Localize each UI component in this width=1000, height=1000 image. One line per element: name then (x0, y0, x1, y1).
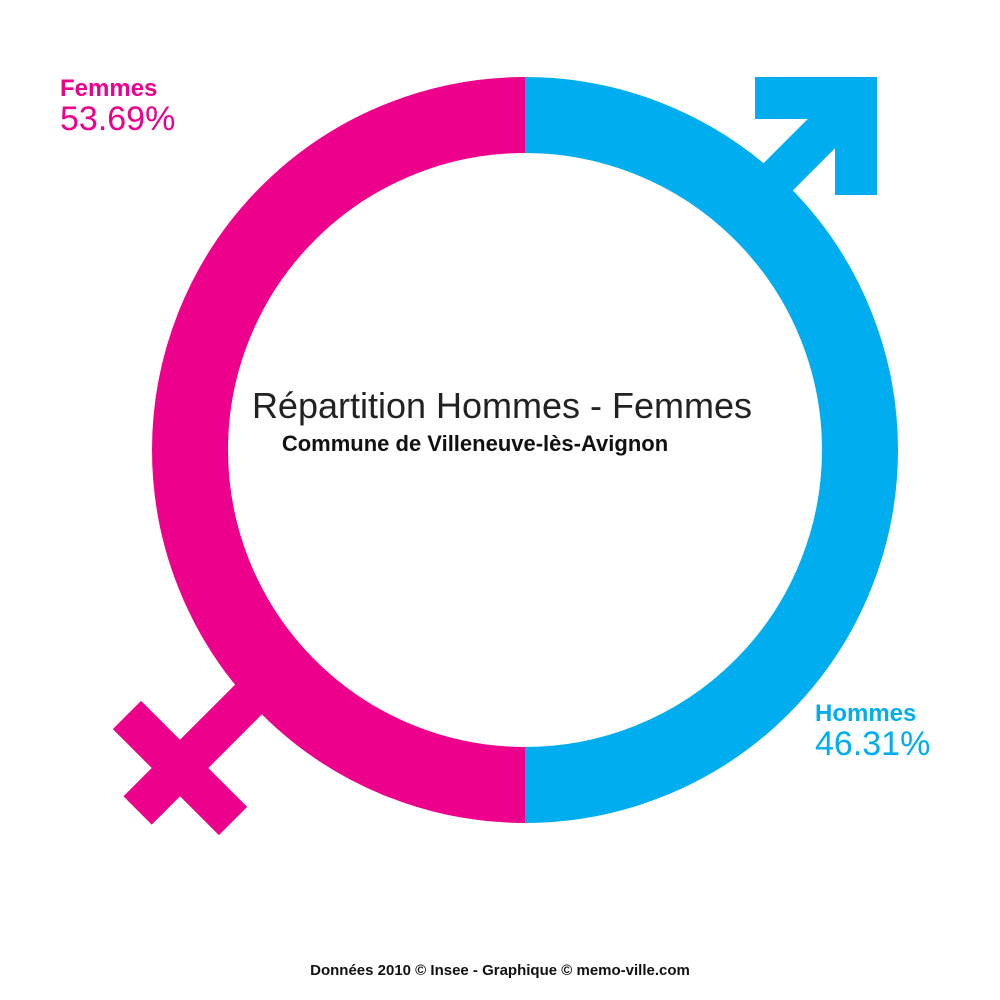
male-arrow (745, 77, 877, 210)
femmes-label: Femmes (60, 75, 157, 102)
subtitle: Commune de Villeneuve-lès-Avignon (282, 431, 668, 456)
female-ring-half (152, 77, 526, 823)
title: Répartition Hommes - Femmes (252, 385, 752, 426)
hommes-label: Hommes (815, 700, 916, 727)
femmes-value: 53.69% (60, 100, 175, 138)
footer: Données 2010 © Insee - Graphique © memo-… (310, 962, 690, 979)
male-ring-half (524, 77, 898, 823)
hommes-value: 46.31% (815, 725, 930, 763)
female-cross (112, 658, 290, 836)
